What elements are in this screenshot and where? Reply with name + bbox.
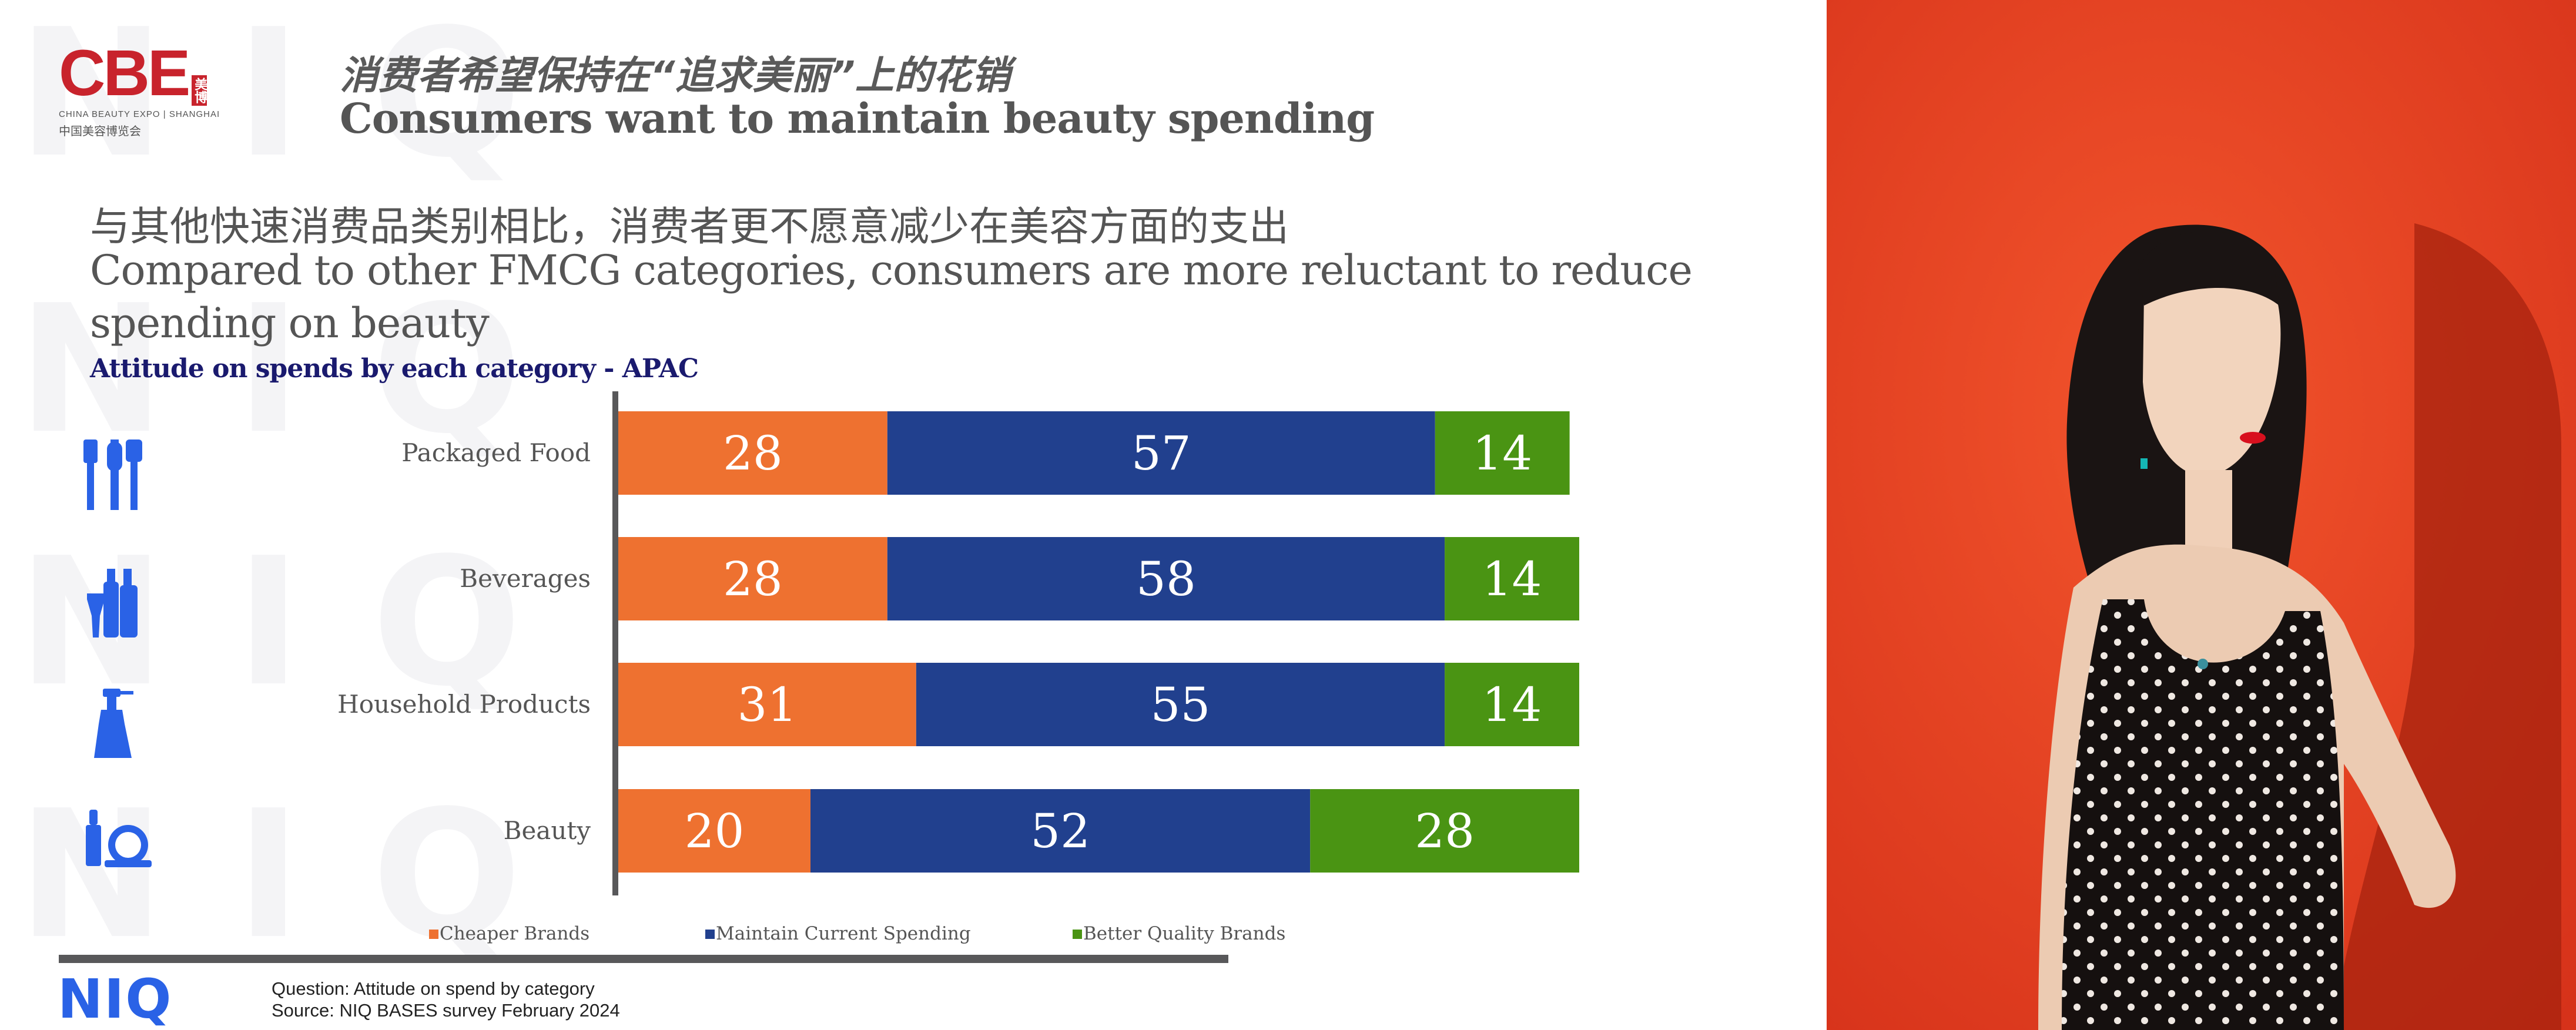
data-label: 57 (1131, 426, 1191, 481)
data-label: 14 (1472, 426, 1532, 481)
bar-segment (618, 411, 887, 495)
category-label: Beverages (460, 564, 591, 593)
model-photo-illustration (1827, 0, 2576, 1030)
data-label: 58 (1136, 552, 1196, 606)
footnote-question: Question: Attitude on spend by category (272, 978, 595, 999)
category-label: Household Products (337, 690, 591, 719)
bar-segment (618, 663, 916, 746)
cbe-logo: CBE 美博 CHINA BEAUTY EXPO | SHANGHAI 中国美容… (59, 37, 259, 139)
footnote-source: Source: NIQ BASES survey February 2024 (272, 1000, 620, 1021)
cutlery-icon (83, 439, 142, 510)
bar-segment (887, 537, 1445, 620)
legend: Cheaper Brands Maintain Current Spending B… (429, 923, 1285, 944)
bar-segment (618, 537, 887, 620)
bar-segment (1435, 411, 1570, 495)
data-label: 52 (1030, 804, 1090, 858)
data-label: 14 (1482, 552, 1542, 606)
chart-title: Attitude on spends by each category - AP… (90, 354, 699, 384)
data-label: 14 (1482, 677, 1542, 732)
data-label: 28 (723, 426, 783, 481)
legend-label: Cheaper Brands (440, 923, 589, 944)
watermark-row: NIQ (18, 267, 592, 472)
data-labels: 28 57 14 28 58 14 31 55 14 20 52 28 (685, 426, 1542, 858)
watermark-row: NIQ (18, 0, 592, 196)
bar-segment (810, 789, 1311, 873)
category-label: Packaged Food (401, 438, 591, 467)
cbe-logo-cn-mark: 美博 (192, 75, 207, 106)
subtitle-en: Compared to other FMCG categories, consu… (90, 246, 1693, 347)
category-label: Beauty (504, 816, 591, 845)
spray-bottle-icon (94, 689, 133, 758)
bar-segment (618, 789, 810, 873)
data-label: 28 (1415, 804, 1475, 858)
data-label: 31 (738, 677, 798, 732)
footer-divider (59, 955, 1228, 963)
bar-segment (887, 411, 1435, 495)
legend-swatch (429, 930, 438, 939)
bar-segments (618, 411, 1579, 873)
bar-segment (916, 663, 1445, 746)
subtitle-cn: 与其他快速消费品类别相比，消费者更不愿意减少在美容方面的支出 (90, 204, 1289, 250)
model-photo (1827, 0, 2576, 1030)
cosmetics-icon (86, 810, 152, 867)
watermark-row: NIQ (18, 520, 592, 725)
data-label: 20 (685, 804, 745, 858)
bottles-icon (87, 569, 138, 638)
legend-swatch (1073, 930, 1082, 939)
page-title-en: Consumers want to maintain beauty spendi… (340, 94, 1375, 143)
legend-swatch (705, 930, 715, 939)
bar-segment (1310, 789, 1579, 873)
data-label: 55 (1151, 677, 1211, 732)
cbe-logo-subtitle: CHINA BEAUTY EXPO | SHANGHAI (59, 109, 220, 119)
cbe-logo-mark: CBE (59, 37, 190, 109)
stacked-bar-chart: Packaged Food Beverages Household Products… (83, 391, 1579, 944)
legend-label: Maintain Current Spending (716, 923, 971, 944)
legend-label: Better Quality Brands (1083, 923, 1285, 944)
page-title-cn: 消费者希望保持在“追求美丽”上的花销 (340, 53, 1011, 98)
niq-logo: NIQ (58, 968, 173, 1030)
y-axis-line (612, 391, 618, 895)
category-labels: Packaged Food Beverages Household Products… (337, 438, 591, 845)
category-icons (83, 439, 152, 867)
data-label: 28 (723, 552, 783, 606)
slide: NIQ NIQ NIQ NIQ CBE 美博 CHINA BEAUTY EXPO… (18, 0, 1693, 1030)
bar-segment (1445, 663, 1579, 746)
bar-segment (1445, 537, 1579, 620)
cbe-logo-subtitle-cn: 中国美容博览会 (59, 124, 141, 138)
